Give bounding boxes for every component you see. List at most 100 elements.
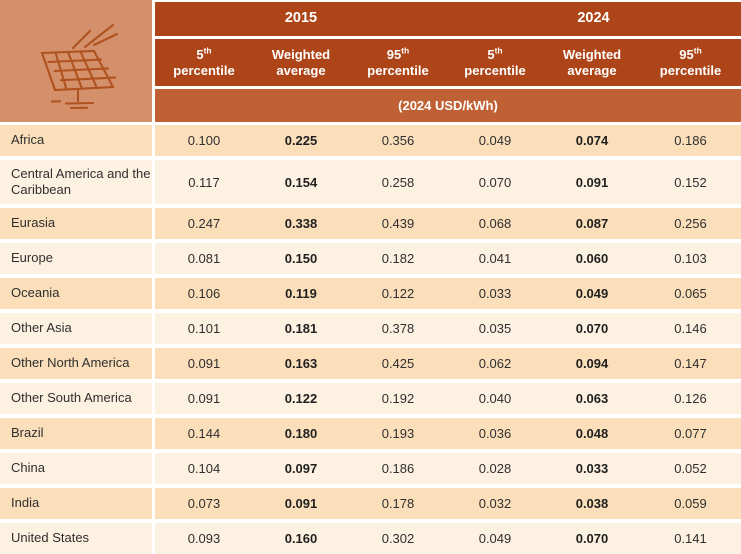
table-cell-value: 0.032 [446,488,544,519]
table-row-label: Other North America [0,348,152,379]
table-row-label: Brazil [0,418,152,449]
table-cell-value: 0.425 [349,348,447,379]
table-cell-value: 0.070 [543,313,641,344]
table-cell-value: 0.091 [155,383,253,414]
table-cell-value: 0.103 [640,243,741,274]
table-cell-value: 0.186 [640,125,741,156]
table-cell-value: 0.146 [640,313,741,344]
table-cell-value: 0.049 [543,278,641,309]
table-cell-value: 0.144 [155,418,253,449]
table-cell-value: 0.258 [349,160,447,204]
table-cell-value: 0.192 [349,383,447,414]
table-cell-value: 0.182 [349,243,447,274]
table-cell-value: 0.119 [252,278,350,309]
table-cell-value: 0.104 [155,453,253,484]
table-cell-value: 0.180 [252,418,350,449]
table-cell-value: 0.028 [446,453,544,484]
header-subcol-line2-0: percentile [173,62,235,78]
header-subcol-text-5: 95th percentile [660,47,721,78]
table-cell-value: 0.154 [252,160,350,204]
header-subcol-0: 5th percentile [155,39,253,86]
table-cell-value: 0.152 [640,160,741,204]
table-cell-value: 0.062 [446,348,544,379]
header-subcol-text-2: 95th percentile [367,47,428,78]
table-cell-value: 0.338 [252,208,350,239]
table-cell-value: 0.378 [349,313,447,344]
table-row-label: China [0,453,152,484]
header-subcol-line2-5: percentile [659,62,722,78]
table-row-label: Other Asia [0,313,152,344]
header-subcol-line1-5: 95 [679,47,694,63]
table-cell-value: 0.052 [640,453,741,484]
table-cell-value: 0.147 [640,348,741,379]
solar-panel-icon [40,23,119,110]
table-cell-value: 0.068 [446,208,544,239]
table-row-label: Oceania [0,278,152,309]
header-subcol-line1-4: Weighted [562,47,622,63]
table-cell-value: 0.122 [349,278,447,309]
header-subcol-line2-2: percentile [367,62,429,78]
table-cell-value: 0.035 [446,313,544,344]
table-cell-value: 0.106 [155,278,253,309]
header-subcol-sup-5: th [693,45,702,56]
header-subcol-text-4: Weighted average [563,47,621,78]
header-subcol-line1-0: 5 [196,47,204,63]
header-subcol-line1-1: Weighted [271,47,331,63]
table-cell-value: 0.091 [543,160,641,204]
header-subcol-sup-2: th [401,45,410,56]
table-row-label: Africa [0,125,152,156]
header-subcol-line1-2: 95 [386,47,402,63]
table-cell-value: 0.097 [252,453,350,484]
table-cell-value: 0.247 [155,208,253,239]
table-cell-value: 0.063 [543,383,641,414]
header-subcol-text-0: 5th percentile [173,47,234,78]
table-cell-value: 0.181 [252,313,350,344]
table-row-label: India [0,488,152,519]
table-cell-value: 0.049 [446,125,544,156]
table-row-label: Europe [0,243,152,274]
table-row-label: Eurasia [0,208,152,239]
table-cell-value: 0.101 [155,313,253,344]
table-cell-value: 0.065 [640,278,741,309]
table-cell-value: 0.077 [640,418,741,449]
table-row-label: Other South America [0,383,152,414]
table-cell-value: 0.186 [349,453,447,484]
table-cell-value: 0.070 [543,523,641,554]
table-cell-value: 0.178 [349,488,447,519]
table-cell-value: 0.117 [155,160,253,204]
table-cell-value: 0.048 [543,418,641,449]
header-subcol-3: 5th percentile [446,39,544,86]
table-cell-value: 0.141 [640,523,741,554]
header-subcol-5: 95th percentile [640,39,741,86]
header-subcol-1: Weighted average [252,39,350,86]
header-subcol-sup-3: th [494,45,503,56]
table-cell-value: 0.041 [446,243,544,274]
header-subcol-line2-3: percentile [464,62,526,78]
table-cell-value: 0.060 [543,243,641,274]
table-cell-value: 0.256 [640,208,741,239]
table-cell-value: 0.040 [446,383,544,414]
header-subcol-text-3: 5th percentile [464,47,525,78]
unit-band: (2024 USD/kWh) [155,89,741,122]
header-year-2024: 2024 [446,2,741,36]
table-row-label: Central America and the Caribbean [0,160,152,204]
table-cell-value: 0.163 [252,348,350,379]
table-cell-value: 0.356 [349,125,447,156]
table-cell-value: 0.074 [543,125,641,156]
header-subcol-text-1: Weighted average [272,47,330,78]
header-subcol-line2-1: average [276,62,326,78]
header-subcol-2: 95th percentile [349,39,447,86]
table-cell-value: 0.122 [252,383,350,414]
table-cell-value: 0.070 [446,160,544,204]
table-cell-value: 0.225 [252,125,350,156]
table-cell-value: 0.036 [446,418,544,449]
table-cell-value: 0.038 [543,488,641,519]
table-cell-value: 0.150 [252,243,350,274]
table-cell-value: 0.059 [640,488,741,519]
table-cell-value: 0.439 [349,208,447,239]
table-cell-value: 0.126 [640,383,741,414]
table-cell-value: 0.160 [252,523,350,554]
table-cell-value: 0.091 [252,488,350,519]
table-cell-value: 0.094 [543,348,641,379]
